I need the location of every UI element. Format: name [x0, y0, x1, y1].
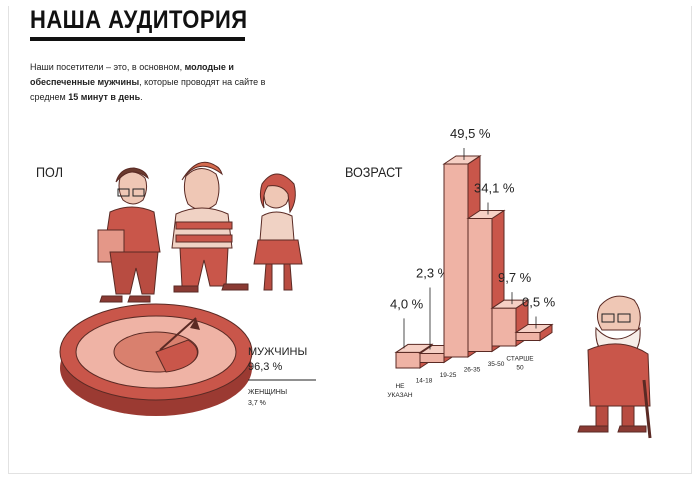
age-value-label: 9,7 %: [498, 270, 532, 285]
age-bar-front: [491, 307, 517, 347]
girl-figure: [253, 173, 303, 291]
age-bar-front: [443, 163, 469, 358]
title-underline: [30, 37, 245, 41]
age-category-label: СТАРШЕ 50: [506, 356, 534, 372]
age-bar-front: [395, 351, 421, 369]
intro-bold-2: 15 минут в день: [68, 92, 141, 102]
age-category-label: 26-35: [464, 367, 481, 374]
man-with-glasses-figure: [97, 167, 161, 303]
gender-disc-pointer: [159, 317, 197, 351]
gender-pointer-tip: [190, 318, 200, 330]
age-section-label: ВОЗРАСТ: [345, 164, 403, 180]
young-people-illustration: [97, 161, 303, 303]
age-bar-front: [419, 353, 445, 363]
page-title: НАША АУДИТОРИЯ: [30, 6, 248, 34]
age-category-label: 19-25: [440, 372, 457, 379]
male-label: МУЖЧИНЫ: [248, 346, 307, 358]
age-bar-chart: 4,0 % НЕ УКАЗАН 2,3 % 14-18 49,5 % 19-25 34,1 %…: [387, 126, 555, 399]
age-value-label: 2,3 %: [416, 266, 450, 281]
young-man-figure: [171, 161, 249, 293]
intro-bold-1: молодые и обеспеченные мужчины: [30, 62, 234, 87]
age-value-label: 49,5 %: [450, 126, 491, 141]
age-bar-top: [514, 324, 554, 333]
age-value-label: 0,5 %: [522, 295, 556, 310]
intro-part-2: , которые проводят на сайте в среднем: [30, 77, 266, 102]
age-bar-front: [467, 218, 493, 352]
age-category-label: НЕ УКАЗАН: [387, 383, 412, 399]
age-bar-top: [466, 210, 506, 220]
gender-section-label: ПОЛ: [36, 164, 63, 180]
male-value: 96,3 %: [248, 361, 282, 373]
age-category-label: 14-18: [416, 378, 433, 385]
intro-part-1: Наши посетители – это, в основном,: [30, 62, 185, 72]
age-bar-front: [515, 332, 541, 341]
gender-slice-cutout: [155, 339, 198, 373]
age-bar-top: [490, 299, 530, 309]
age-value-label: 4,0 %: [390, 296, 424, 311]
page-frame: [8, 6, 692, 474]
female-label: ЖЕНЩИНЫ: [248, 389, 287, 396]
age-bar-top: [442, 155, 482, 165]
intro-text: Наши посетители – это, в основном, молод…: [30, 60, 280, 105]
gender-pie-chart: [59, 303, 253, 416]
age-category-label: 35-50: [488, 361, 505, 368]
female-value: 3,7 %: [248, 400, 266, 407]
old-man-illustration: [577, 295, 652, 439]
intro-part-3: .: [140, 92, 143, 102]
age-value-label: 34,1 %: [474, 181, 515, 196]
